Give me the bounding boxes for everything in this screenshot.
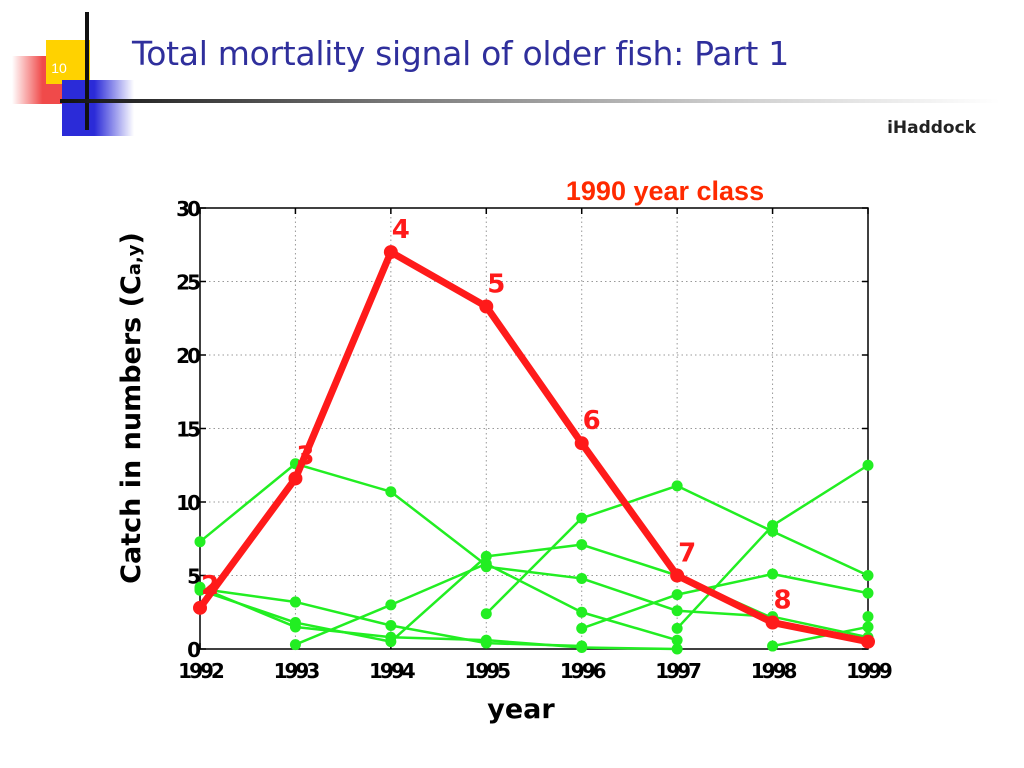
x-axis-label: year	[487, 694, 555, 725]
highlight-series: 2 3 4 5 6 7 8	[193, 215, 875, 649]
slide-decoration-horizontal-line	[60, 99, 1000, 103]
age-label: 7	[678, 539, 696, 569]
y-axis-label-subscript: a,y	[124, 244, 145, 275]
x-tick-label: 1996	[560, 659, 606, 683]
series-point	[862, 459, 874, 471]
highlight-point	[670, 568, 685, 583]
x-tick-label: 1998	[751, 659, 797, 683]
series-point	[194, 536, 206, 548]
x-tick-label: 1999	[846, 659, 892, 683]
series-point	[671, 643, 683, 655]
series-point	[385, 619, 397, 631]
series-point	[671, 480, 683, 492]
slide-decoration-yellow	[46, 40, 90, 84]
highlight-point	[479, 299, 494, 314]
highlight-point	[861, 634, 875, 649]
series-point	[576, 512, 588, 524]
series-point	[767, 520, 779, 532]
slide-decoration-blue	[62, 80, 134, 136]
series-point	[671, 605, 683, 617]
y-tick-label: 25	[176, 271, 200, 295]
y-tick-label: 20	[176, 344, 200, 368]
highlight-point	[765, 615, 780, 630]
series-point	[862, 570, 874, 581]
series-line	[199, 462, 488, 567]
series-point	[576, 539, 588, 551]
highlight-point	[574, 436, 589, 451]
slide-decoration-vertical-line	[85, 12, 89, 130]
highlight-point	[288, 471, 303, 486]
series-point	[767, 640, 779, 652]
chart-title: 1990 year class	[566, 176, 764, 206]
series-point	[671, 634, 683, 646]
x-tick-label: 1994	[369, 659, 415, 683]
slide-title: Total mortality signal of older fish: Pa…	[132, 34, 789, 73]
series-point	[289, 621, 301, 633]
series-point	[385, 631, 397, 643]
series-line	[772, 625, 869, 648]
series-point	[576, 622, 588, 634]
age-label: 2	[201, 571, 219, 601]
x-tick-label: 1993	[274, 659, 320, 683]
x-axis-ticks: 1992 1993 1994 1995 1996 1997 1998 1999	[178, 208, 895, 683]
series-point	[576, 572, 588, 584]
series-point	[480, 558, 492, 570]
brand-label: iHaddock	[887, 118, 976, 138]
series-point	[385, 486, 397, 498]
y-axis-label-close: )	[116, 232, 147, 244]
series-point	[576, 606, 588, 618]
series-point	[289, 596, 301, 608]
series-point	[480, 608, 492, 620]
slide-number: 10	[51, 60, 67, 76]
highlight-point	[193, 600, 207, 615]
y-tick-label: 15	[176, 418, 200, 442]
highlight-line	[196, 248, 872, 646]
y-tick-label: 10	[176, 491, 200, 515]
age-label: 6	[583, 406, 601, 436]
y-axis-label-main: Catch in numbers (C	[116, 275, 147, 584]
x-tick-label: 1992	[178, 659, 224, 683]
series-point	[289, 639, 301, 651]
series-point	[480, 634, 492, 646]
highlight-point	[383, 245, 398, 260]
y-axis-label: Catch in numbers (Ca,y)	[116, 232, 147, 584]
y-tick-label: 30	[176, 197, 200, 221]
series-point	[862, 587, 874, 599]
age-label: 4	[392, 215, 410, 245]
series-point	[767, 568, 779, 580]
series-point	[862, 621, 874, 633]
series-line	[581, 572, 869, 630]
x-tick-label: 1995	[464, 659, 510, 683]
x-tick-label: 1997	[655, 659, 701, 683]
series-point	[194, 581, 206, 593]
series-point	[671, 589, 683, 601]
series-point	[576, 642, 588, 654]
series-point	[862, 611, 874, 623]
age-label: 8	[774, 586, 792, 616]
grid	[200, 208, 868, 649]
series-point	[385, 599, 397, 611]
series-point	[671, 622, 683, 634]
age-label: 5	[487, 269, 505, 299]
series-line	[199, 586, 678, 651]
age-label: 3	[296, 441, 314, 471]
